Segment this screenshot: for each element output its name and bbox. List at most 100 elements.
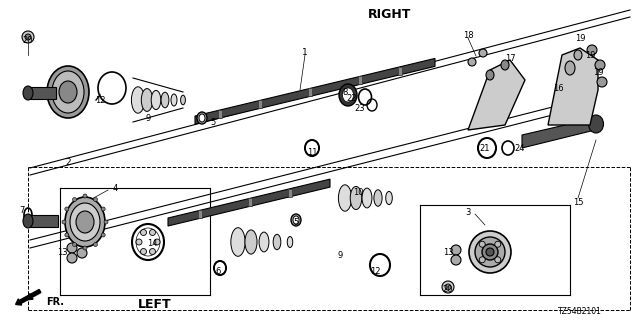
Ellipse shape (486, 248, 494, 256)
Circle shape (468, 58, 476, 66)
Ellipse shape (574, 50, 582, 60)
Ellipse shape (231, 228, 245, 256)
Text: 14: 14 (147, 238, 157, 247)
Text: 23: 23 (355, 103, 365, 113)
Ellipse shape (293, 216, 299, 224)
Bar (358, 76, 362, 84)
Circle shape (22, 31, 34, 43)
Ellipse shape (161, 92, 169, 108)
Text: 22: 22 (347, 93, 357, 102)
Ellipse shape (307, 143, 317, 153)
Polygon shape (548, 48, 598, 125)
Text: 18: 18 (463, 30, 474, 39)
Bar (28, 215, 58, 227)
Ellipse shape (475, 237, 505, 267)
Text: 10: 10 (353, 188, 364, 196)
Circle shape (495, 241, 500, 247)
Circle shape (101, 207, 105, 211)
Bar (218, 110, 222, 118)
Polygon shape (468, 60, 525, 130)
Circle shape (150, 229, 156, 236)
Text: 6: 6 (215, 268, 221, 276)
Circle shape (597, 77, 607, 87)
Circle shape (451, 255, 461, 265)
Ellipse shape (362, 188, 372, 208)
Circle shape (104, 220, 108, 224)
Ellipse shape (102, 76, 122, 100)
Ellipse shape (374, 190, 382, 206)
Text: 5: 5 (293, 218, 299, 227)
Ellipse shape (339, 84, 357, 106)
Circle shape (65, 207, 69, 211)
Ellipse shape (151, 91, 161, 110)
Text: 8: 8 (342, 87, 348, 97)
Circle shape (62, 220, 66, 224)
Circle shape (72, 243, 77, 246)
Text: 20: 20 (23, 36, 33, 44)
Circle shape (67, 253, 77, 263)
Polygon shape (168, 179, 330, 226)
Ellipse shape (350, 187, 362, 210)
Text: 19: 19 (575, 34, 585, 43)
Text: 4: 4 (113, 183, 118, 193)
Text: 9: 9 (337, 251, 342, 260)
Ellipse shape (76, 211, 94, 233)
Polygon shape (195, 59, 435, 124)
Ellipse shape (52, 71, 84, 113)
Ellipse shape (23, 86, 33, 100)
Ellipse shape (486, 70, 494, 80)
Circle shape (587, 45, 597, 55)
Bar (28, 87, 56, 99)
Bar (248, 198, 252, 206)
Ellipse shape (23, 214, 33, 228)
Circle shape (451, 245, 461, 255)
Ellipse shape (197, 112, 207, 124)
Ellipse shape (131, 87, 145, 113)
Ellipse shape (65, 197, 105, 247)
Ellipse shape (339, 185, 351, 211)
Ellipse shape (469, 231, 511, 273)
Circle shape (65, 233, 69, 237)
Ellipse shape (199, 114, 205, 122)
Text: 16: 16 (553, 84, 563, 92)
FancyArrow shape (15, 290, 41, 305)
Text: 2: 2 (65, 157, 71, 166)
Ellipse shape (59, 81, 77, 103)
Circle shape (93, 197, 97, 202)
Bar (398, 67, 402, 75)
Ellipse shape (291, 214, 301, 226)
Circle shape (445, 284, 451, 290)
Ellipse shape (565, 61, 575, 75)
Circle shape (72, 197, 77, 202)
Text: 12: 12 (370, 268, 380, 276)
Circle shape (154, 239, 160, 245)
Ellipse shape (273, 234, 281, 250)
Polygon shape (522, 118, 595, 148)
Text: RIGHT: RIGHT (368, 7, 412, 20)
Ellipse shape (141, 89, 153, 111)
Text: 15: 15 (573, 197, 583, 206)
Circle shape (479, 257, 485, 263)
Circle shape (150, 249, 156, 254)
Ellipse shape (482, 244, 498, 260)
Ellipse shape (180, 95, 186, 105)
Circle shape (67, 243, 77, 253)
Circle shape (77, 248, 87, 258)
Circle shape (101, 233, 105, 237)
Text: 24: 24 (515, 143, 525, 153)
Circle shape (479, 241, 485, 247)
Text: 17: 17 (505, 53, 515, 62)
Ellipse shape (501, 60, 509, 70)
Ellipse shape (216, 264, 223, 272)
Text: 19: 19 (585, 51, 595, 60)
Ellipse shape (136, 228, 160, 256)
Circle shape (479, 49, 487, 57)
Text: 21: 21 (480, 143, 490, 153)
Circle shape (442, 281, 454, 293)
Text: 19: 19 (593, 68, 604, 76)
Ellipse shape (171, 94, 177, 106)
Ellipse shape (70, 203, 100, 241)
Text: 7: 7 (19, 205, 25, 214)
Ellipse shape (373, 257, 387, 273)
Text: FR.: FR. (46, 297, 64, 307)
